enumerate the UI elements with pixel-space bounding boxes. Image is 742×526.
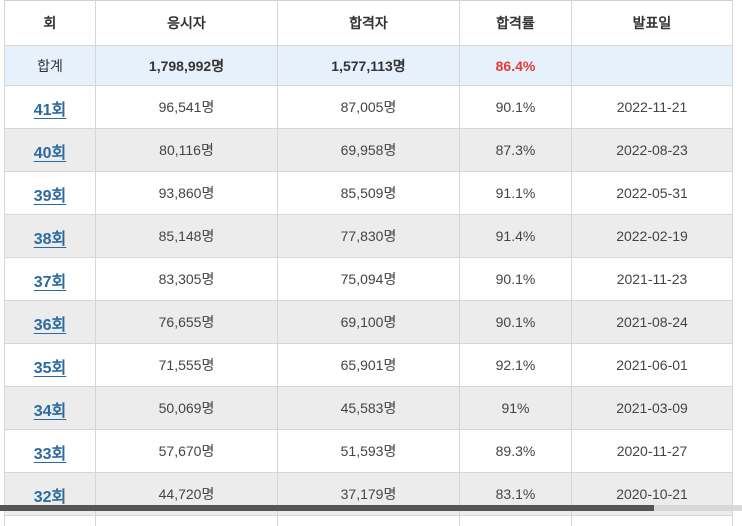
rate-cell: 92.1%	[460, 344, 572, 387]
applicants-cell: 71,555명	[96, 344, 278, 387]
round-cell: 41회	[5, 86, 96, 129]
rate-cell: 91.4%	[460, 215, 572, 258]
passed-cell: 75,094명	[278, 258, 460, 301]
header-announce-date: 발표일	[572, 1, 733, 46]
scrollbar-thumb[interactable]	[0, 505, 654, 511]
header-applicants: 응시자	[96, 1, 278, 46]
date-cell: 2020-11-27	[572, 430, 733, 473]
round-cell: 34회	[5, 387, 96, 430]
horizontal-scrollbar[interactable]	[0, 505, 742, 511]
partial-cell	[96, 516, 278, 526]
passed-cell: 69,958명	[278, 129, 460, 172]
date-cell: 2021-03-09	[572, 387, 733, 430]
rate-cell: 90.1%	[460, 258, 572, 301]
total-row: 합계 1,798,992명 1,577,113명 86.4%	[5, 46, 733, 86]
applicants-cell: 80,116명	[96, 129, 278, 172]
rate-cell: 91.1%	[460, 172, 572, 215]
partial-cell	[278, 516, 460, 526]
header-pass-rate: 합격률	[460, 1, 572, 46]
round-link[interactable]: 32회	[34, 489, 67, 506]
round-link[interactable]: 38회	[34, 231, 67, 248]
passed-cell: 65,901명	[278, 344, 460, 387]
header-row: 회 응시자 합격자 합격률 발표일	[5, 1, 733, 46]
rate-cell: 91%	[460, 387, 572, 430]
passed-cell: 85,509명	[278, 172, 460, 215]
round-cell: 38회	[5, 215, 96, 258]
round-link[interactable]: 40회	[34, 145, 67, 162]
rate-cell: 90.1%	[460, 86, 572, 129]
date-cell: 2022-08-23	[572, 129, 733, 172]
header-passed: 합격자	[278, 1, 460, 46]
round-cell: 39회	[5, 172, 96, 215]
round-cell: 35회	[5, 344, 96, 387]
round-link[interactable]: 41회	[34, 102, 67, 119]
round-link[interactable]: 36회	[34, 317, 67, 334]
total-passed: 1,577,113명	[278, 46, 460, 86]
total-label: 합계	[5, 46, 96, 86]
round-cell: 36회	[5, 301, 96, 344]
round-cell: 40회	[5, 129, 96, 172]
applicants-cell: 96,541명	[96, 86, 278, 129]
rate-cell: 90.1%	[460, 301, 572, 344]
partial-cell	[5, 516, 96, 526]
date-cell: 2021-06-01	[572, 344, 733, 387]
applicants-cell: 50,069명	[96, 387, 278, 430]
passed-cell: 45,583명	[278, 387, 460, 430]
partial-cell	[460, 516, 572, 526]
partial-row	[5, 516, 733, 526]
date-cell: 2022-02-19	[572, 215, 733, 258]
total-applicants: 1,798,992명	[96, 46, 278, 86]
date-cell: 2022-05-31	[572, 172, 733, 215]
round-link[interactable]: 33회	[34, 446, 67, 463]
passed-cell: 51,593명	[278, 430, 460, 473]
passed-cell: 87,005명	[278, 86, 460, 129]
applicants-cell: 83,305명	[96, 258, 278, 301]
applicants-cell: 57,670명	[96, 430, 278, 473]
total-date	[572, 46, 733, 86]
rate-cell: 89.3%	[460, 430, 572, 473]
round-link[interactable]: 34회	[34, 403, 67, 420]
applicants-cell: 85,148명	[96, 215, 278, 258]
total-pass-rate: 86.4%	[460, 46, 572, 86]
round-link[interactable]: 35회	[34, 360, 67, 377]
round-cell: 37회	[5, 258, 96, 301]
header-round: 회	[5, 1, 96, 46]
date-cell: 2022-11-21	[572, 86, 733, 129]
passed-cell: 69,100명	[278, 301, 460, 344]
partial-cell	[572, 516, 733, 526]
round-link[interactable]: 39회	[34, 188, 67, 205]
applicants-cell: 76,655명	[96, 301, 278, 344]
date-cell: 2021-08-24	[572, 301, 733, 344]
applicants-cell: 93,860명	[96, 172, 278, 215]
passed-cell: 77,830명	[278, 215, 460, 258]
rate-cell: 87.3%	[460, 129, 572, 172]
round-cell: 33회	[5, 430, 96, 473]
date-cell: 2021-11-23	[572, 258, 733, 301]
round-link[interactable]: 37회	[34, 274, 67, 291]
exam-results-table: 회 응시자 합격자 합격률 발표일 합계 1,798,992명 1,577,11…	[4, 0, 733, 526]
